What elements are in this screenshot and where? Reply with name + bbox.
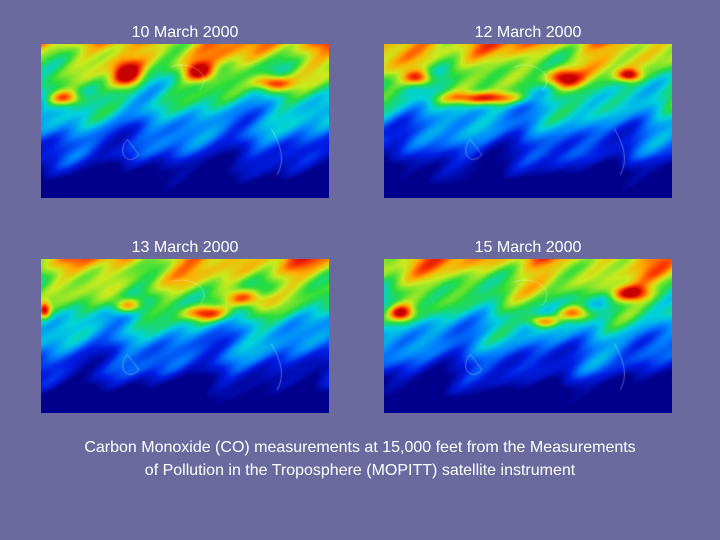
co-map-3 bbox=[41, 259, 329, 413]
map-title-4: 15 March 2000 bbox=[474, 239, 582, 256]
map-panel-3: 13 March 2000 bbox=[41, 237, 329, 413]
figure-caption: Carbon Monoxide (CO) measurements at 15,… bbox=[0, 436, 720, 482]
co-map-1 bbox=[41, 44, 329, 198]
map-title-2: 12 March 2000 bbox=[474, 24, 582, 41]
map-title-1: 10 March 2000 bbox=[131, 24, 239, 41]
map-panel-4: 15 March 2000 bbox=[384, 237, 672, 413]
map-panel-1: 10 March 2000 bbox=[41, 22, 329, 198]
co-map-2 bbox=[384, 44, 672, 198]
caption-line-2: of Pollution in the Troposphere (MOPITT)… bbox=[144, 462, 576, 479]
caption-line-1: Carbon Monoxide (CO) measurements at 15,… bbox=[84, 439, 636, 456]
map-title-3: 13 March 2000 bbox=[131, 239, 239, 256]
co-map-4 bbox=[384, 259, 672, 413]
map-panel-2: 12 March 2000 bbox=[384, 22, 672, 198]
